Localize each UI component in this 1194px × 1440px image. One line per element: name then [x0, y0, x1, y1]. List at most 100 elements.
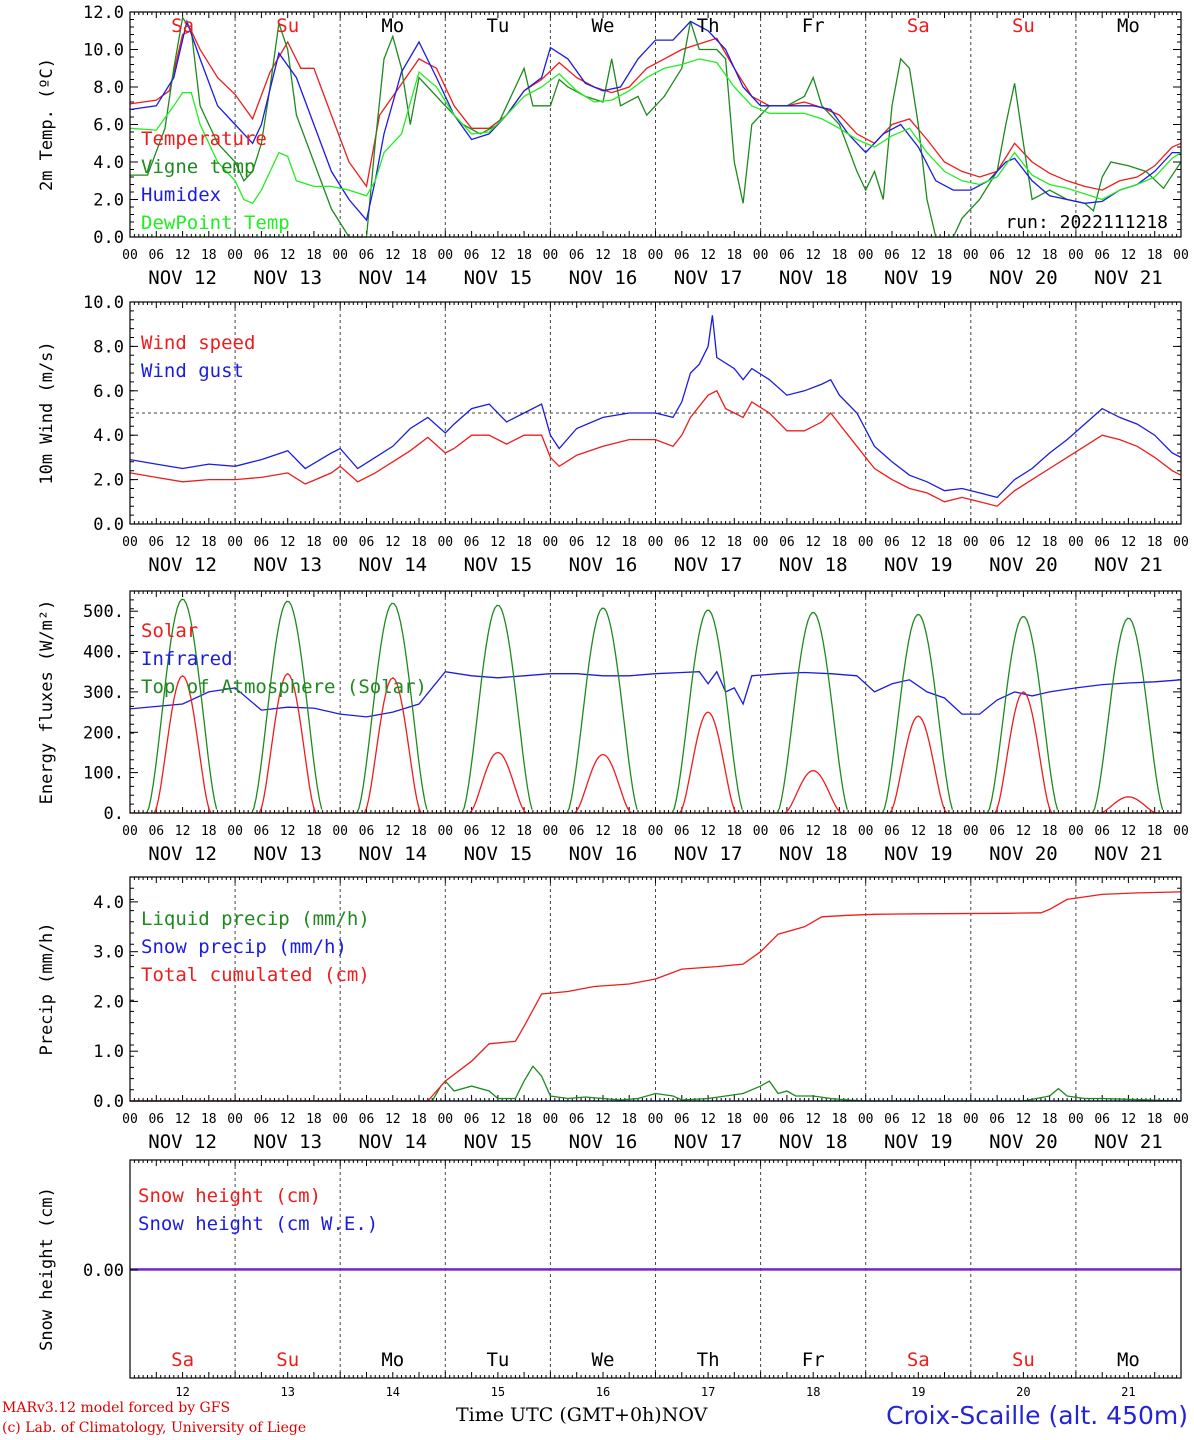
date-label: NOV 14	[358, 1131, 427, 1153]
solar-bell	[153, 674, 212, 814]
date-label: NOV 21	[1094, 554, 1163, 576]
hour-tick-label: 06	[464, 248, 480, 263]
hour-tick-label: 00	[332, 824, 348, 839]
date-number-label: 13	[280, 1385, 294, 1399]
hour-tick-label: 06	[254, 824, 270, 839]
hour-tick-label: 18	[621, 535, 637, 550]
day-label: We	[592, 15, 615, 37]
hour-tick-label: 00	[858, 1112, 874, 1127]
date-label: NOV 12	[148, 1131, 217, 1153]
hour-tick-label: 18	[726, 535, 742, 550]
toa-solar-bell	[356, 602, 428, 814]
plot-frame	[129, 1159, 1182, 1379]
hour-tick-label: 06	[359, 1112, 375, 1127]
date-label: NOV 19	[884, 1131, 953, 1153]
solar-bell	[1099, 796, 1158, 814]
date-label: NOV 12	[148, 843, 217, 865]
hour-tick-label: 06	[569, 248, 585, 263]
series-line	[130, 58, 1181, 205]
hour-tick-label: 00	[648, 824, 664, 839]
hour-tick-label: 18	[1042, 535, 1058, 550]
hour-tick-label: 12	[700, 824, 716, 839]
legend-entry: Liquid precip (mm/h)	[141, 908, 370, 930]
date-number-label: 19	[911, 1385, 925, 1399]
day-label: Mo	[1117, 1349, 1140, 1371]
legend-entry: Wind speed	[141, 332, 255, 354]
day-label: Sa	[171, 15, 194, 37]
run-annotation: run: 2022111218	[1005, 212, 1168, 233]
panel-2: 0.0 2.0 4.0 6.0 8.0 10.0 10m Wind (m/s) Wind sp…	[37, 293, 1189, 576]
solar-bell	[784, 769, 842, 814]
hour-tick-label: 06	[464, 824, 480, 839]
hour-tick-label: 06	[1094, 824, 1110, 839]
hour-tick-label: 00	[1173, 535, 1189, 550]
hour-tick-label: 06	[989, 1112, 1005, 1127]
y-tick-label: 10.0	[83, 293, 124, 313]
date-label: NOV 16	[569, 267, 638, 289]
y-tick-label: 8.0	[93, 337, 124, 357]
date-label: NOV 17	[674, 554, 743, 576]
hour-tick-label: 18	[411, 824, 427, 839]
hour-tick-label: 06	[254, 248, 270, 263]
date-label: NOV 14	[358, 843, 427, 865]
hour-tick-label: 12	[1016, 248, 1032, 263]
date-label: NOV 13	[253, 267, 322, 289]
hour-tick-label: 00	[332, 248, 348, 263]
hour-tick-label: 00	[648, 248, 664, 263]
hour-tick-label: 06	[569, 1112, 585, 1127]
date-label: NOV 20	[989, 554, 1058, 576]
time-axis-title: Time UTC (GMT+0h)NOV	[456, 1404, 707, 1426]
y-tick-label: 0.00	[83, 1261, 124, 1281]
hour-tick-label: 06	[148, 248, 164, 263]
hour-tick-label: 18	[306, 1112, 322, 1127]
y-tick-label: 2.0	[93, 992, 124, 1012]
panel-1: 0.0 2.0 4.0 6.0 8.0 10.0 12.0 2m Temp. (ºC) Temp…	[37, 3, 1189, 289]
date-number-label: 20	[1016, 1385, 1030, 1399]
date-label: NOV 18	[779, 554, 848, 576]
day-label: Tu	[486, 15, 509, 37]
hour-tick-label: 12	[280, 1112, 296, 1127]
series-line	[130, 19, 1181, 222]
solar-bell	[363, 676, 422, 814]
hour-tick-label: 00	[1068, 535, 1084, 550]
day-label: Fr	[802, 1349, 825, 1371]
solar-bell	[889, 715, 948, 814]
hour-tick-label: 06	[884, 535, 900, 550]
y-tick-label: 1.0	[93, 1042, 124, 1062]
hour-tick-label: 00	[753, 1112, 769, 1127]
hour-tick-label: 12	[1121, 1112, 1137, 1127]
hour-tick-label: 00	[543, 1112, 559, 1127]
plot-frame	[129, 301, 1182, 525]
date-number-label: 21	[1121, 1385, 1135, 1399]
hour-tick-label: 06	[1094, 248, 1110, 263]
day-label: Su	[1012, 15, 1035, 37]
hour-tick-label: 12	[490, 1112, 506, 1127]
date-label: NOV 20	[989, 1131, 1058, 1153]
hour-tick-label: 00	[437, 248, 453, 263]
hour-tick-label: 18	[1147, 535, 1163, 550]
hour-tick-label: 00	[1173, 248, 1189, 263]
hour-tick-label: 12	[175, 248, 191, 263]
hour-tick-label: 00	[648, 535, 664, 550]
hour-tick-label: 06	[254, 535, 270, 550]
y-tick-label: 2.0	[93, 471, 124, 491]
date-label: NOV 15	[464, 843, 533, 865]
date-label: NOV 16	[569, 1131, 638, 1153]
hour-tick-label: 06	[359, 535, 375, 550]
hour-tick-label: 18	[516, 1112, 532, 1127]
date-number-label: 18	[806, 1385, 820, 1399]
hour-tick-label: 00	[122, 535, 138, 550]
hour-tick-label: 00	[332, 1112, 348, 1127]
hour-tick-label: 06	[674, 535, 690, 550]
date-label: NOV 15	[464, 1131, 533, 1153]
y-tick-label: 12.0	[83, 3, 124, 23]
day-label: Su	[276, 15, 299, 37]
legend-entry: Snow precip (mm/h)	[141, 936, 347, 958]
hour-tick-label: 12	[1121, 535, 1137, 550]
series-line	[130, 670, 1181, 718]
hour-tick-label: 18	[832, 824, 848, 839]
y-tick-label: 6.0	[93, 116, 124, 136]
y-tick-label: 500.	[83, 602, 124, 622]
solar-bell	[258, 672, 317, 814]
y-tick-label: 4.0	[93, 153, 124, 173]
